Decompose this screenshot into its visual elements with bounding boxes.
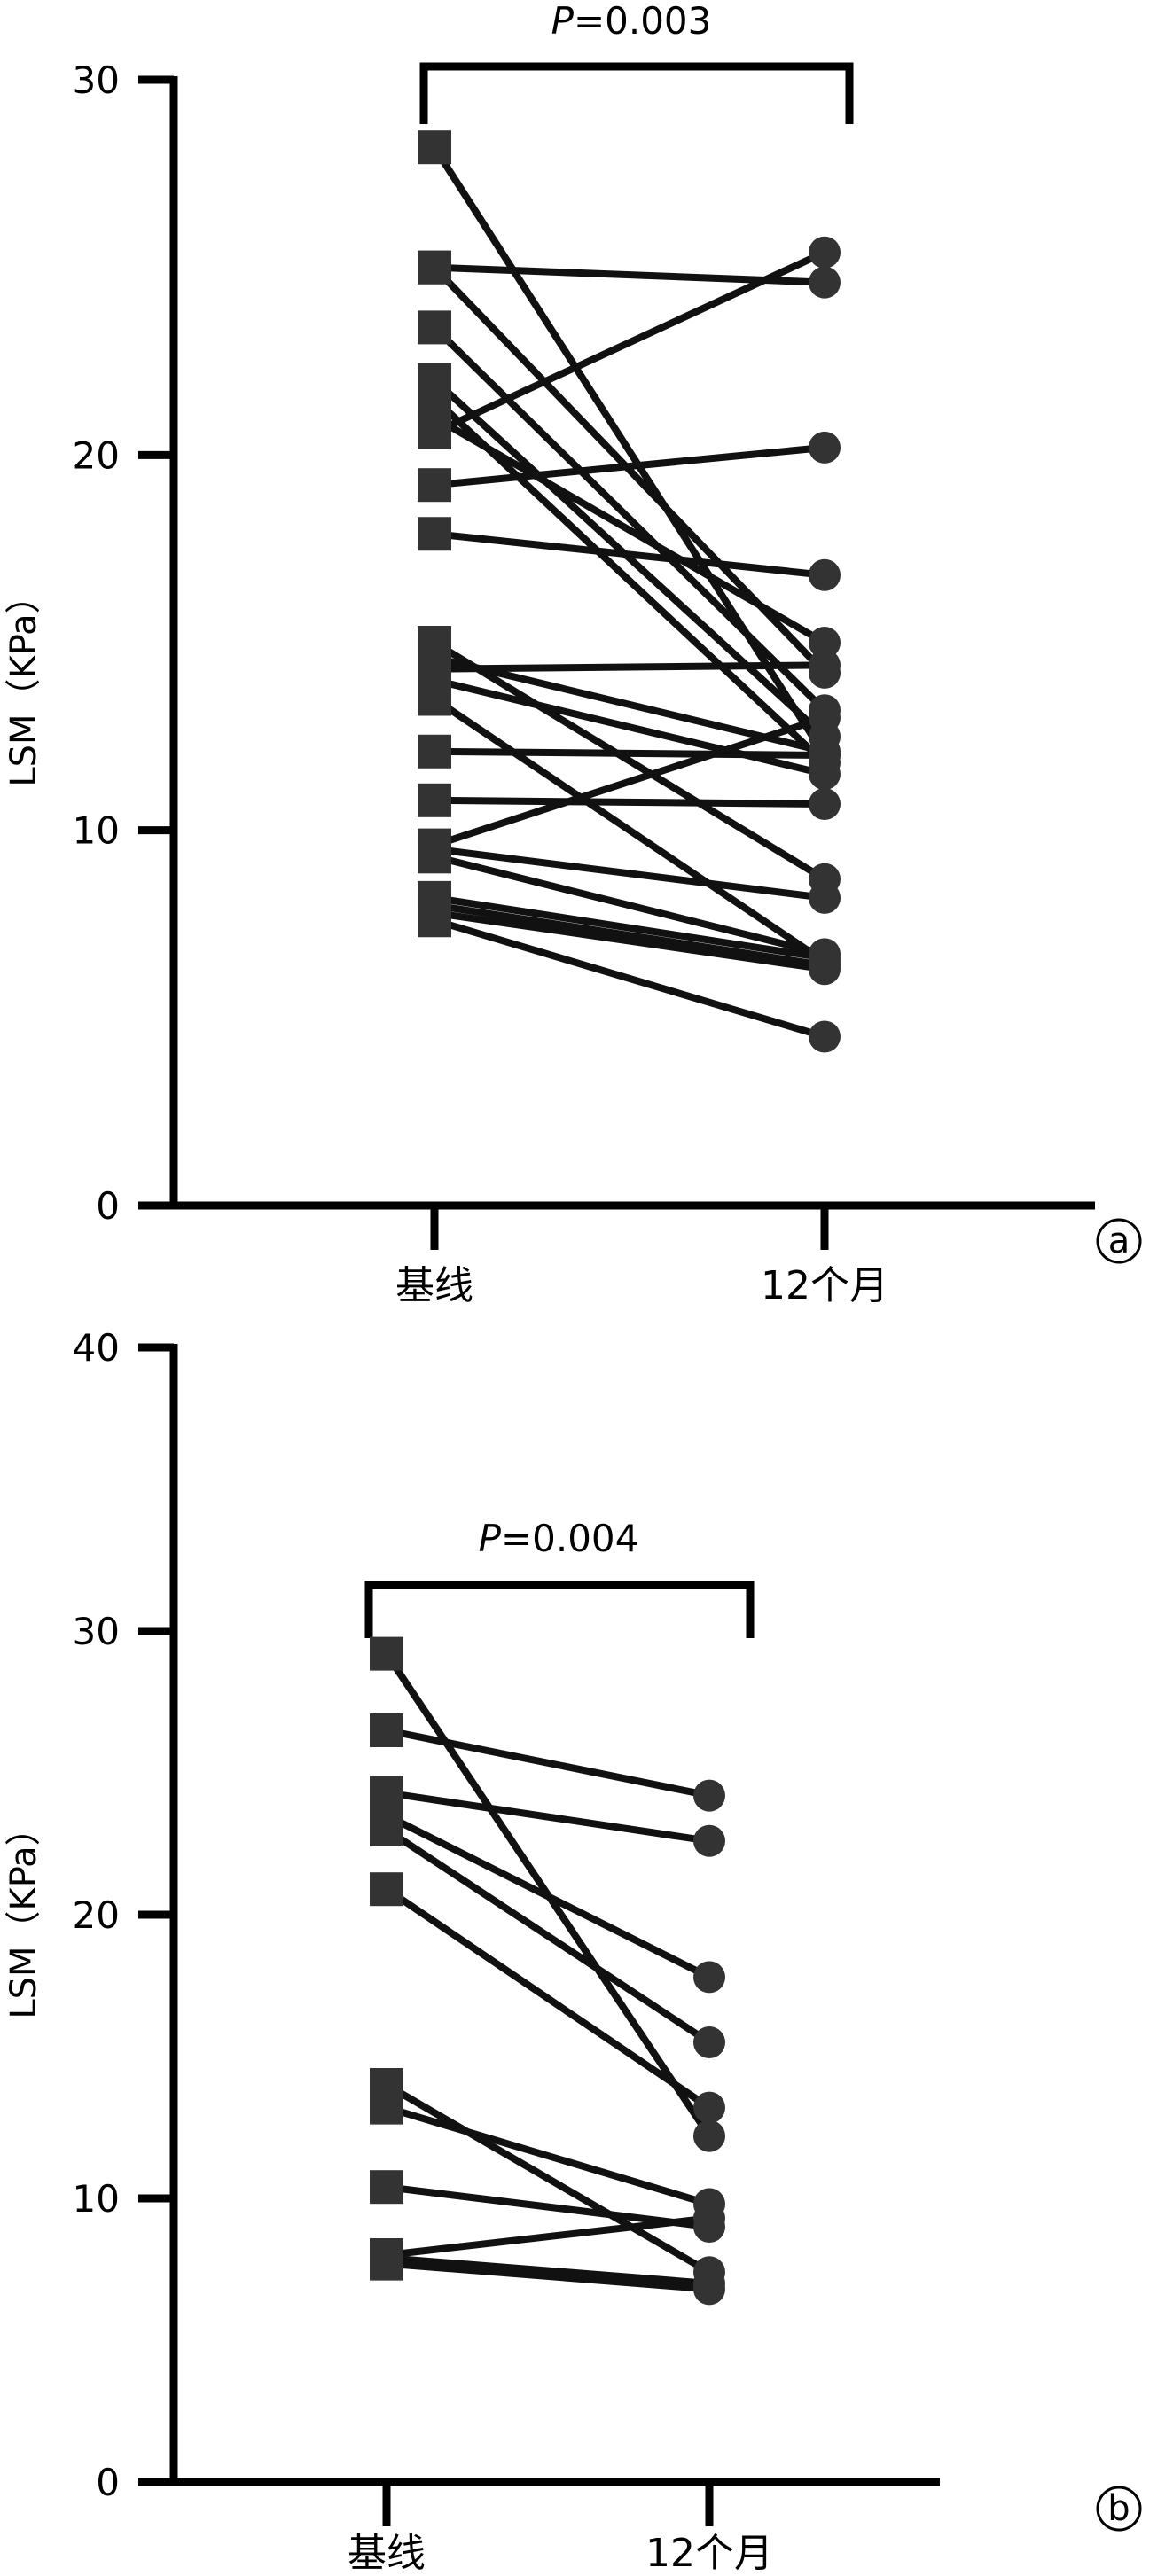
panel-a-followup-marker (809, 236, 841, 269)
panel-b-followup-marker (693, 2273, 725, 2306)
panel-b-baseline-marker (370, 1872, 403, 1907)
panel-a-pair-line (431, 676, 828, 778)
panel-a-y-tick-label: 20 (73, 433, 120, 477)
panel-b-p-value: P=0.004 (479, 1517, 639, 1560)
panel-a-followup-marker (809, 431, 841, 464)
panel-a-category-label-baseline: 基线 (395, 1263, 473, 1308)
panel-b-baseline-marker (370, 1813, 403, 1846)
panel-a-pair-line (431, 443, 828, 489)
panel-a-pair-line (431, 853, 828, 958)
panel-b-y-tick-label: 30 (73, 1610, 120, 1653)
panel-a-baseline-marker (418, 903, 451, 938)
panel-a-category-label-12-months: 12个月 (761, 1263, 888, 1308)
panel-b-followup-marker (693, 2202, 725, 2235)
panel-a-pair-line (431, 902, 828, 970)
panel-a-significance-bracket (419, 62, 854, 124)
panel-b-y-tick-label: 20 (73, 1893, 120, 1937)
panel-a-y-tick-label: 10 (73, 809, 120, 853)
panel-a-pair-line (431, 894, 828, 962)
panel-a-followup-marker (809, 881, 841, 914)
panel-b-label-circle (1096, 2486, 1142, 2532)
panel-a-y-tick-label: 30 (73, 59, 120, 102)
panel-a-baseline-marker (418, 839, 451, 874)
panel-a-label-circle (1096, 1218, 1142, 1264)
panel-b-followup-marker (693, 2119, 725, 2152)
panel-a-y-axis-label: LSM（KPa） (4, 578, 44, 786)
panel-a-baseline-marker (418, 468, 451, 503)
panel-b-label: b (1107, 2488, 1130, 2529)
panel-b-pair-line (383, 1826, 713, 2046)
panel-a-pair-line (431, 917, 828, 1041)
panel-b-category-label-baseline: 基线 (348, 2531, 426, 2576)
panel-b-baseline-marker (370, 1636, 403, 1671)
panel-b-pair-line (383, 2254, 713, 2287)
panel-a-baseline-marker (418, 734, 451, 769)
panel-b-y-tick-label: 10 (73, 2177, 120, 2221)
panel-a-followup-marker (809, 788, 841, 821)
panel-b-pair-line (383, 2104, 713, 2208)
panel-a-pair-line (431, 747, 828, 759)
panel-a-pair-line (431, 144, 828, 759)
panel-b-y-tick-label: 0 (96, 2461, 120, 2504)
panel-b-baseline-marker (370, 1713, 403, 1747)
panel-a-followup-marker (809, 266, 841, 299)
panel-a-followup-marker (809, 627, 841, 659)
panel-a-pair-line (431, 695, 828, 965)
panel-b-followup-marker (693, 1961, 725, 1994)
panel-b-chart: LSM（KPa） P=0.004 基线 12个月 b 0 10 20 30 40 (4, 1326, 1142, 2576)
panel-b-pair-line (383, 2081, 713, 2276)
panel-a-baseline-marker (418, 130, 451, 165)
panel-a-pair-line (431, 796, 828, 808)
panel-a-pair-line (431, 639, 828, 883)
panel-a-followup-marker (809, 739, 841, 771)
panel-b-baseline-marker (370, 2170, 403, 2205)
panel-b-pair-line (383, 2214, 713, 2259)
panel-b-y-axis-label: LSM（KPa） (4, 1810, 44, 2018)
panel-b-baseline-marker (370, 2090, 403, 2125)
panel-a-pair-line (431, 661, 828, 673)
panel-a-pair-line (431, 376, 828, 740)
panel-b-pair-line (383, 1885, 713, 2112)
panel-a-baseline-marker (418, 517, 451, 551)
panel-a-pair-line (431, 909, 828, 973)
panel-a-pair-line (431, 394, 828, 767)
panel-a-pair-line (431, 324, 828, 714)
panel-a-baseline-marker (418, 310, 451, 345)
panel-a-chart: LSM（KPa） P=0.003 基线 12个月 a 0 10 20 30 (4, 0, 1142, 1308)
panel-b-pair-line (383, 2260, 713, 2293)
panel-a-baseline-marker (418, 415, 451, 449)
panel-a-followup-marker (809, 558, 841, 591)
panel-b-category-label-12-months: 12个月 (645, 2531, 773, 2576)
panel-a-label: a (1108, 1221, 1130, 1261)
panel-b-pair-line (383, 1789, 713, 1845)
panel-a-pair-line (431, 248, 828, 436)
panel-b-significance-bracket (364, 1581, 755, 1638)
panel-b-y-tick-label: 40 (73, 1326, 120, 1370)
panel-b-followup-marker (693, 1779, 725, 1812)
panel-a-p-value: P=0.003 (551, 0, 712, 43)
panel-a-pair-line (431, 414, 828, 646)
panel-a-pair-line (431, 845, 828, 902)
panel-a-followup-marker (809, 701, 841, 734)
panel-b-pair-line (383, 1812, 713, 1981)
panel-a-pair-line (431, 530, 828, 579)
panel-a-baseline-marker (418, 783, 451, 817)
panel-a-followup-marker (809, 953, 841, 986)
panel-a-pair-line (431, 714, 828, 849)
panel-b-baseline-marker (370, 2246, 403, 2281)
panel-b-followup-marker (693, 2091, 725, 2124)
panel-b-pair-line (383, 2183, 713, 2230)
panel-a-baseline-marker (418, 250, 451, 285)
panel-b-followup-marker (693, 1824, 725, 1857)
panel-a-y-tick-label: 0 (96, 1184, 120, 1228)
panel-b-followup-marker (693, 2026, 725, 2058)
panel-a-baseline-marker (418, 682, 451, 716)
panel-a-followup-marker (809, 1020, 841, 1053)
panel-a-followup-marker (809, 649, 841, 682)
panel-b-pair-line (383, 1727, 713, 1799)
